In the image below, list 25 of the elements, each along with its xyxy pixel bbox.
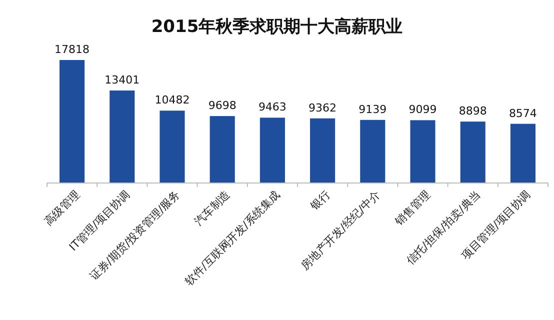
data-label: 9463 <box>258 100 286 114</box>
bar <box>160 110 185 183</box>
chart-title: 2015年秋季求职期十大高薪职业 <box>151 17 403 37</box>
data-label: 8898 <box>458 104 487 118</box>
bar <box>110 90 135 183</box>
bar <box>60 60 85 183</box>
data-label: 8574 <box>508 106 537 120</box>
bar <box>310 118 336 183</box>
bar <box>260 118 285 183</box>
data-label: 13401 <box>104 73 140 86</box>
data-label: 17818 <box>54 43 90 56</box>
x-tick-label: 汽车制造 <box>192 188 232 228</box>
data-label: 9698 <box>208 99 236 112</box>
x-tick-label: 银行 <box>307 188 333 214</box>
bar <box>360 120 386 183</box>
x-tick-label: 销售管理 <box>392 188 433 229</box>
bar <box>460 122 486 183</box>
data-label: 9362 <box>308 101 337 114</box>
bar <box>510 124 536 183</box>
data-label: 9099 <box>408 103 437 116</box>
data-label: 10482 <box>154 94 190 107</box>
x-tick-label: 高级管理 <box>42 188 82 228</box>
bar <box>410 120 436 183</box>
bar <box>210 116 235 183</box>
data-label: 9139 <box>358 102 387 116</box>
